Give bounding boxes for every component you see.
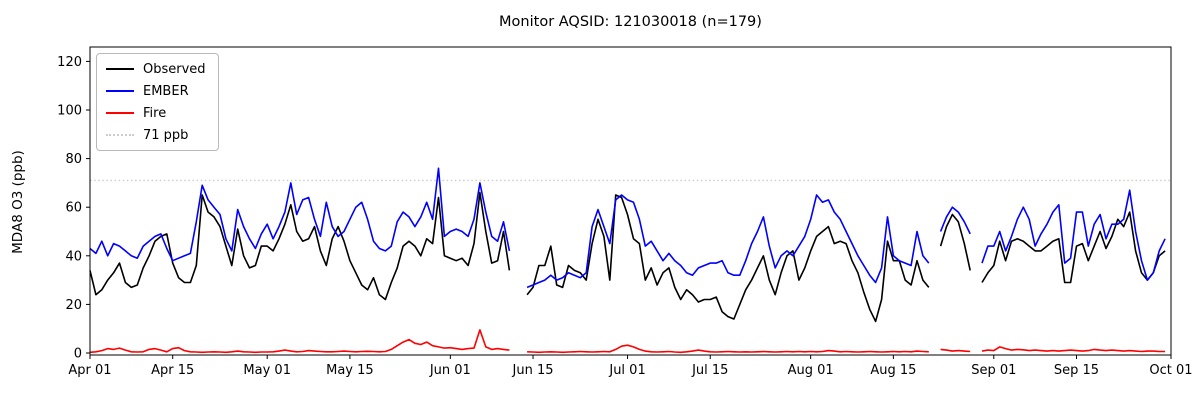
legend-label-threshold: 71 ppb (143, 127, 189, 143)
x-tick-label: Aug 15 (870, 363, 916, 378)
threshold-line-sample (106, 134, 134, 136)
x-tick-label: Apr 01 (68, 363, 111, 378)
ember-line-sample (106, 90, 134, 92)
legend-item-threshold: 71 ppb (106, 126, 206, 144)
y-tick-label: 60 (65, 201, 82, 216)
legend-label-fire: Fire (143, 105, 167, 121)
chart-title: Monitor AQSID: 121030018 (n=179) (499, 14, 762, 30)
legend-label-ember: EMBER (143, 83, 189, 99)
observed-line-sample (106, 68, 134, 70)
y-tick-label: 40 (65, 249, 82, 264)
y-tick-label: 80 (65, 152, 82, 167)
y-tick-label: 120 (57, 55, 82, 70)
x-tick-label: Sep 01 (971, 363, 1016, 378)
x-tick-label: Jun 01 (429, 363, 471, 378)
y-tick-label: 0 (74, 347, 82, 362)
legend-item-observed: Observed (106, 60, 206, 78)
fire-line-sample (106, 112, 134, 114)
x-tick-label: Sep 15 (1054, 363, 1099, 378)
axes-spines (89, 46, 1172, 356)
x-tick-label: Jul 01 (608, 363, 645, 378)
legend-item-ember: EMBER (106, 82, 206, 100)
x-tick-label: Jun 15 (512, 363, 554, 378)
x-tick-label: Oct 01 (1149, 363, 1192, 378)
observed-line (89, 191, 1166, 323)
legend-item-fire: Fire (106, 104, 206, 122)
y-tick-label: 20 (65, 298, 82, 313)
x-tick-label: Apr 15 (151, 363, 194, 378)
x-tick-label: May 15 (326, 363, 374, 378)
x-tick-label: May 01 (243, 363, 291, 378)
x-tick-label: Jul 15 (691, 363, 728, 378)
y-tick-label: 100 (57, 104, 82, 119)
legend: Observed EMBER Fire 71 ppb (96, 53, 219, 151)
fire-line (89, 329, 1166, 354)
ember-line (89, 167, 1166, 289)
x-tick-label: Aug 01 (788, 363, 834, 378)
legend-label-observed: Observed (143, 61, 206, 77)
